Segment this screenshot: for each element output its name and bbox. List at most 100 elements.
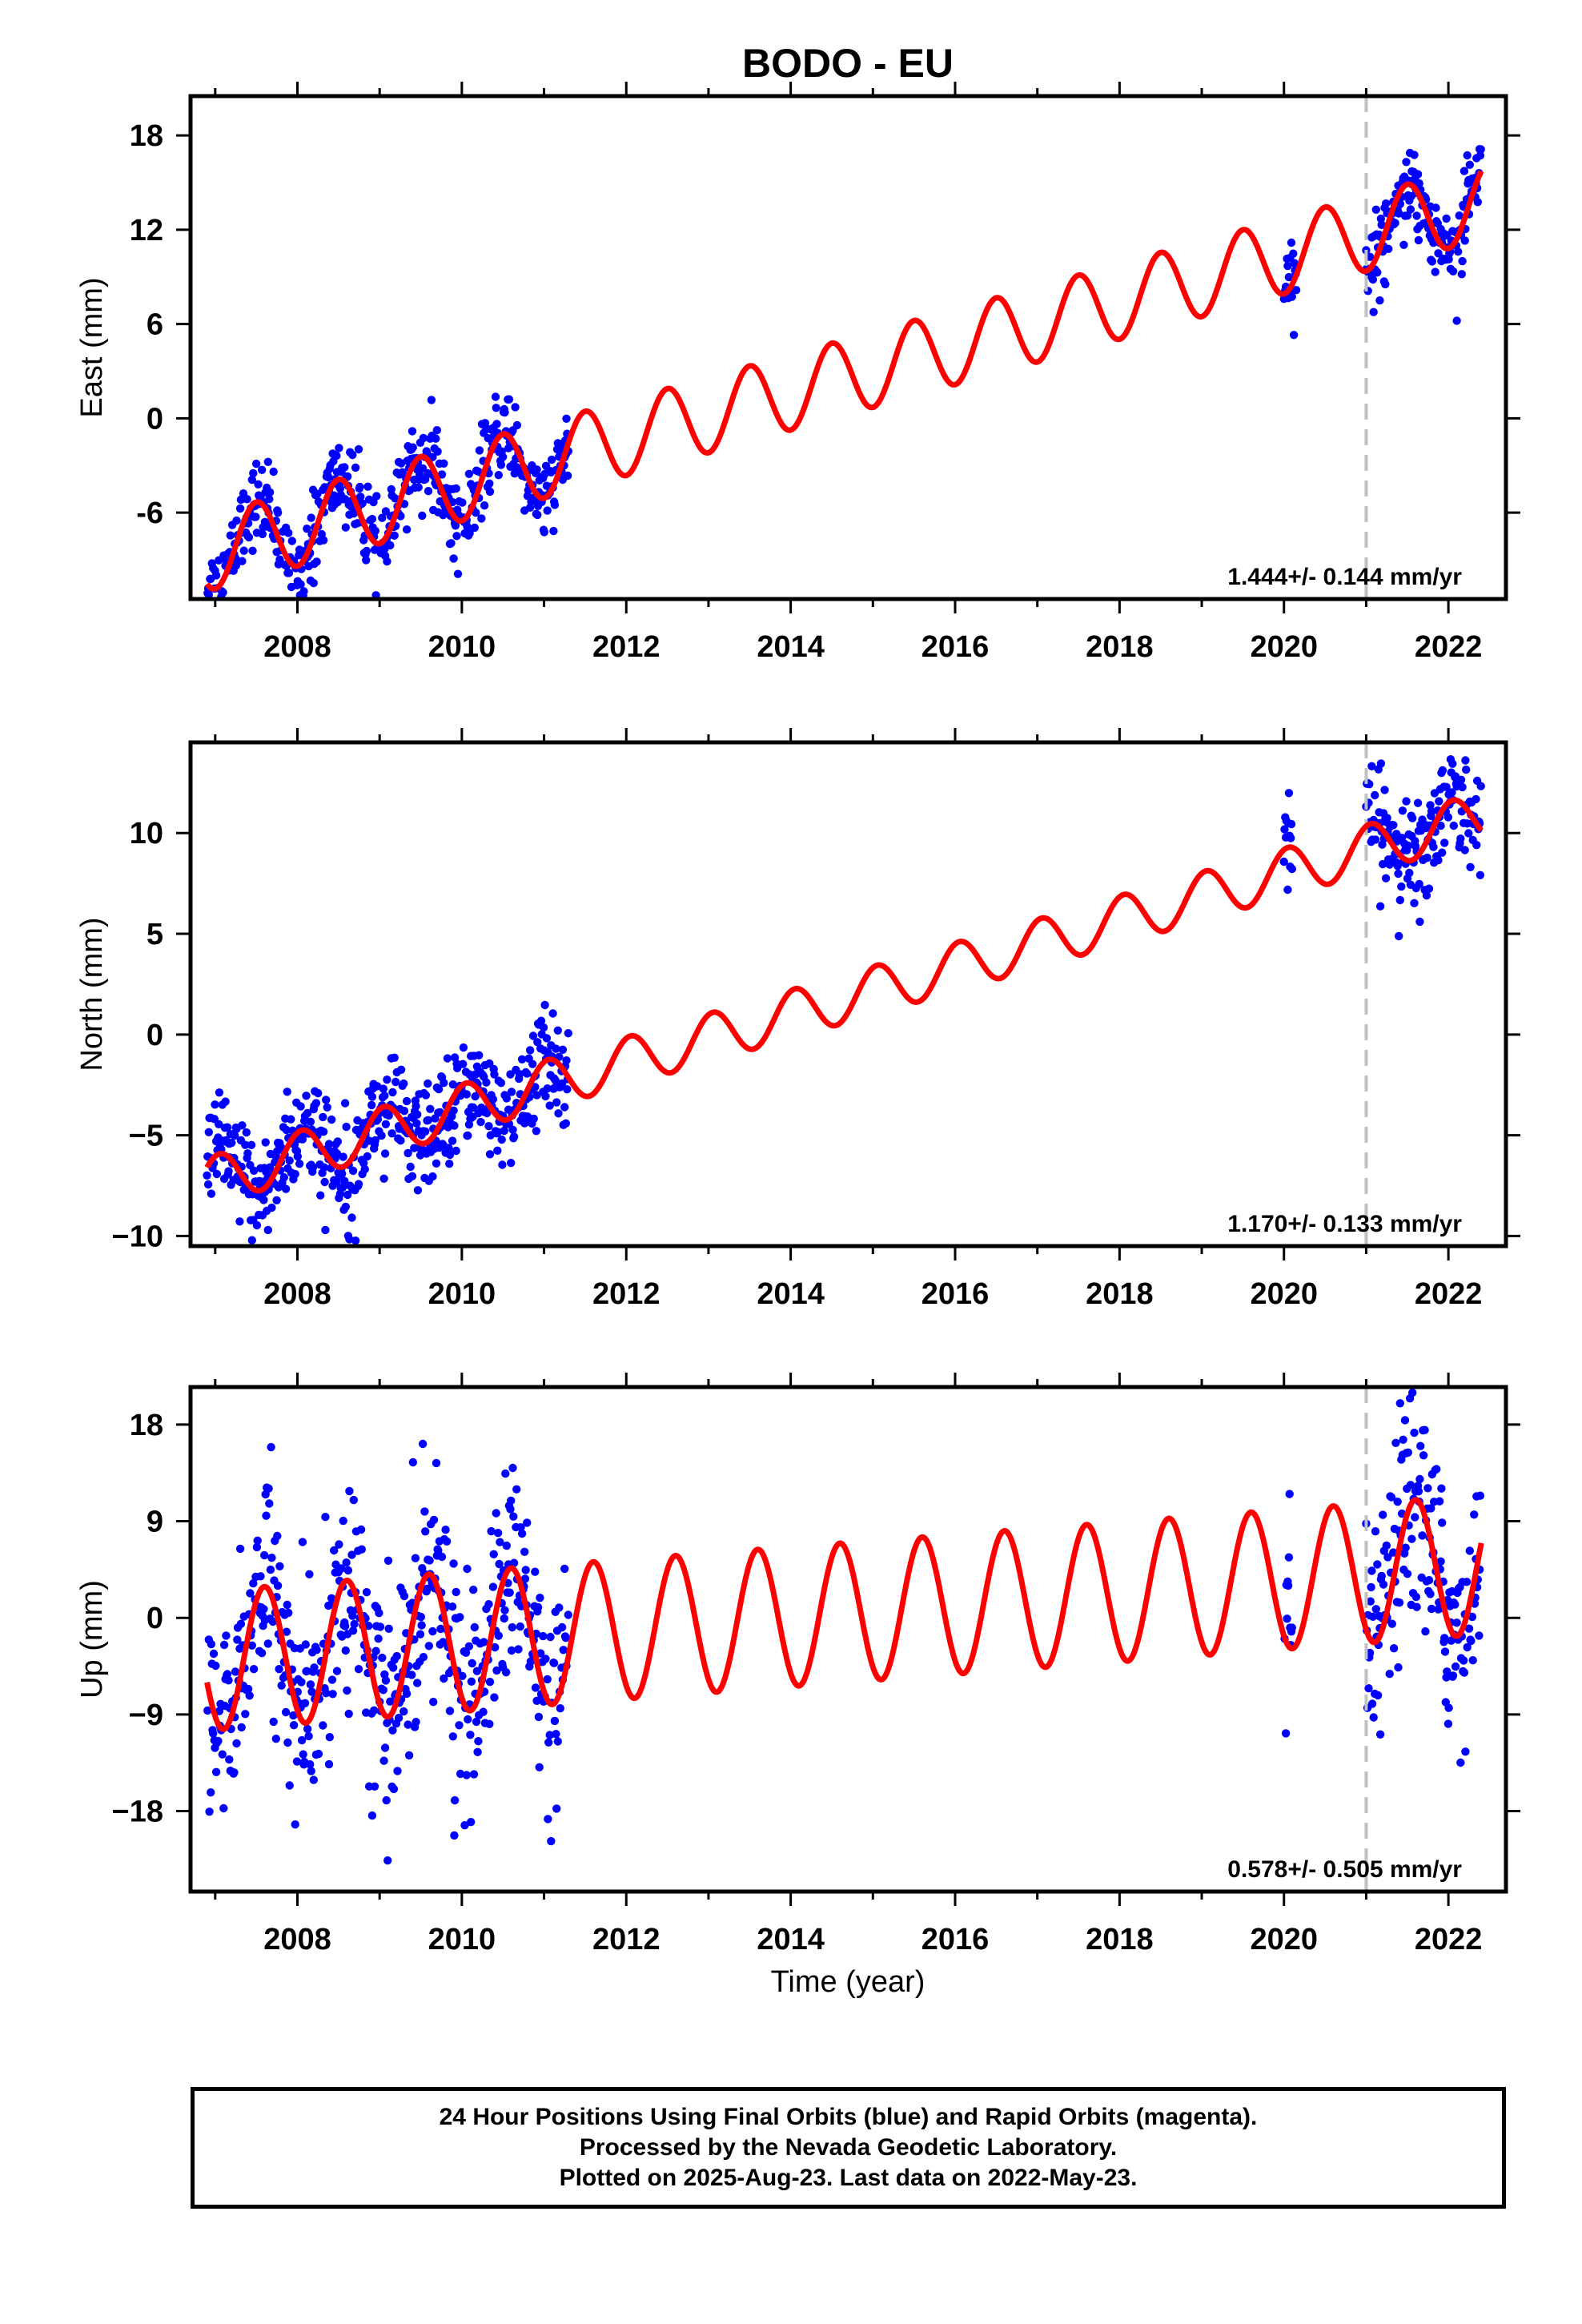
up-point-303 [417,1621,426,1630]
up-point-553 [1379,1580,1388,1589]
up-point-415 [492,1666,501,1675]
north-point-606 [1415,917,1424,927]
up-point-513 [564,1610,572,1619]
north-point-174 [324,1140,334,1148]
north-point-605 [1415,879,1423,889]
east-point-638 [1442,214,1451,223]
up-point-404 [485,1678,495,1687]
north-point-262 [387,1129,396,1138]
up-point-595 [1407,1534,1416,1543]
east-observations [203,145,1485,601]
north-point-202 [343,1190,352,1200]
east-point-568 [1391,219,1399,227]
footer-line-2: Processed by the Nevada Geodetic Laborat… [579,2134,1118,2161]
north-point-683 [1472,841,1481,850]
north-point-380 [469,1103,478,1112]
north-point-276 [400,1107,409,1116]
north-point-89 [263,1225,272,1235]
north-point-587 [1402,797,1411,806]
east-point-480 [547,455,556,464]
up-point-478 [536,1594,544,1602]
up-point-185 [337,1564,346,1573]
east-point-668 [1463,151,1472,160]
east-point-547 [1376,214,1386,223]
up-point-45 [235,1544,245,1554]
north-point-3 [204,1128,213,1137]
up-point-309 [421,1527,430,1536]
up-point-308 [420,1507,429,1516]
north-point-516 [1279,857,1288,866]
up-point-196 [343,1566,353,1575]
up-point-490 [545,1731,554,1739]
up-xtick-label-0: 2008 [263,1923,331,1956]
up-point-428 [501,1668,511,1677]
east-point-350 [452,532,461,541]
up-point-454 [520,1547,529,1557]
east-point-372 [470,523,479,533]
east-point-75 [258,529,267,539]
east-point-345 [449,554,458,563]
east-xtick-label-1: 2010 [428,630,496,664]
up-point-90 [269,1717,278,1727]
up-point-261 [389,1784,399,1794]
north-point-415 [493,1146,502,1156]
up-point-124 [292,1757,302,1766]
up-point-351 [448,1732,457,1741]
up-rate-label: 0.578+/- 0.505 mm/yr [1227,1856,1462,1883]
east-point-74 [257,465,267,474]
up-point-473 [532,1696,541,1705]
north-point-200 [341,1202,350,1212]
up-point-194 [343,1686,351,1695]
up-point-440 [509,1512,518,1521]
up-point-249 [381,1676,391,1685]
north-point-254 [380,1149,390,1158]
up-point-673 [1459,1656,1468,1665]
north-point-313 [424,1116,433,1125]
east-point-410 [496,460,506,469]
north-point-116 [283,1088,291,1096]
up-point-132 [298,1538,307,1546]
up-point-133 [299,1750,307,1759]
up-point-280 [402,1689,412,1699]
up-point-0 [203,1706,212,1715]
north-point-61 [243,1149,252,1158]
up-point-73 [257,1649,267,1658]
east-point-365 [464,469,474,478]
up-point-600 [1411,1513,1419,1522]
up-point-86 [266,1565,275,1574]
north-point-134 [295,1160,304,1168]
up-point-502 [555,1603,564,1612]
up-point-410 [489,1550,498,1559]
up-xtick-label-1: 2010 [428,1923,496,1956]
east-model-line [204,170,1484,592]
up-point-111 [283,1738,292,1747]
north-point-329 [434,1084,444,1094]
up-point-136 [300,1699,310,1707]
up-point-140 [303,1724,312,1734]
up-point-192 [341,1646,350,1655]
north-point-404 [485,1150,495,1159]
east-point-580 [1399,240,1408,249]
up-point-455 [520,1574,530,1583]
up-point-491 [546,1632,555,1642]
up-point-499 [552,1804,561,1813]
north-point-616 [1423,853,1431,862]
up-point-475 [533,1602,543,1612]
north-point-178 [327,1115,336,1124]
up-point-164 [321,1513,330,1522]
east-point-621 [1427,257,1437,266]
east-point-247 [383,557,391,566]
east-point-535 [1368,275,1378,284]
up-point-35 [230,1768,239,1777]
north-point-195 [338,1183,347,1192]
up-point-150 [310,1663,319,1672]
up-point-632 [1432,1465,1441,1474]
north-point-465 [528,1031,538,1040]
east-point-595 [1410,151,1419,159]
east-point-110 [284,569,294,577]
up-point-377 [467,1677,476,1686]
north-point-476 [536,1016,546,1025]
up-point-487 [543,1675,552,1684]
up-point-451 [517,1529,527,1538]
north-xtick-label-5: 2018 [1086,1277,1154,1311]
